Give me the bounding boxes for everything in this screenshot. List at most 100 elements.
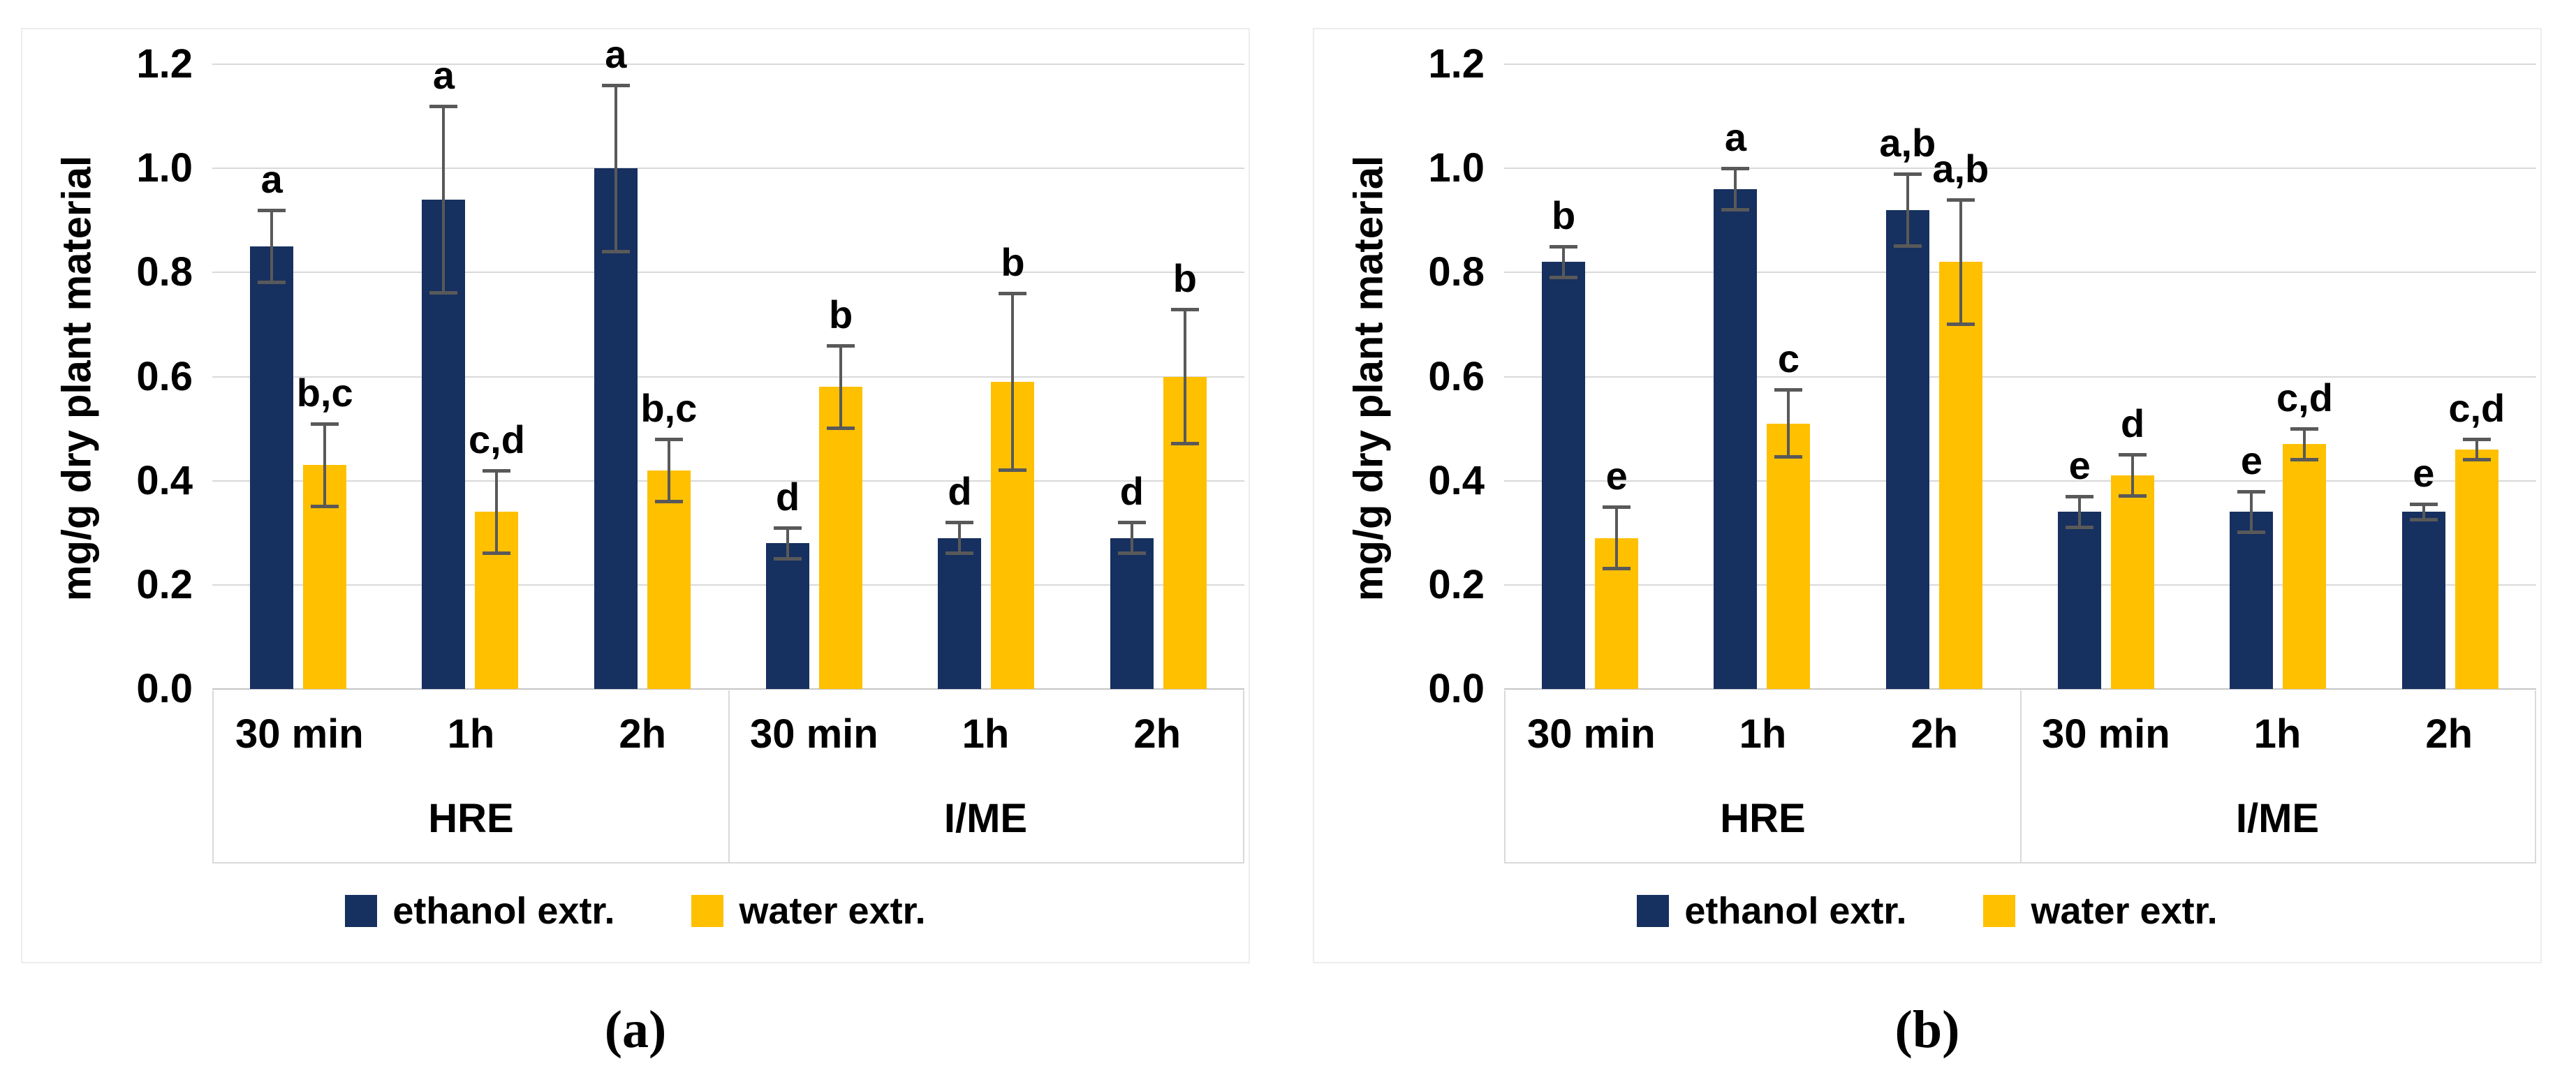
y-axis-tick-label: 0.4 (136, 457, 193, 503)
x-category-label: 30 min (2041, 711, 2170, 757)
x-category-label: 1h (1739, 711, 1787, 757)
bar-water (1938, 262, 1982, 689)
bar-group: e c,d (2364, 64, 2536, 689)
significance-letter: c,d (2448, 386, 2505, 430)
gridline (212, 480, 1244, 482)
significance-letter: c,d (2276, 376, 2333, 420)
bar-group: a c,d (384, 55, 556, 689)
significance-letter: d (776, 474, 800, 519)
error-bar-bottom-cap (1721, 207, 1750, 212)
bar-slot: b (991, 64, 1035, 689)
error-bar-top-cap (1721, 167, 1750, 171)
error-bar-bottom-cap (1946, 322, 1975, 326)
x-category-label: 30 min (749, 711, 878, 757)
error-bar (2250, 491, 2253, 533)
legend-swatch-ethanol-icon (345, 895, 378, 927)
legend: ethanol extr. water extr. (1314, 889, 2540, 933)
error-bar-bottom-cap (999, 468, 1027, 472)
x-category-label: 30 min (1526, 711, 1656, 757)
bar-group: a b,c (557, 34, 728, 689)
legend-label: ethanol extr. (392, 890, 615, 932)
bar-water (819, 387, 863, 689)
x-group-label: I/ME (2235, 795, 2320, 841)
error-bar-bottom-cap (945, 551, 974, 556)
gridline (212, 64, 1244, 65)
legend-label: water extr. (739, 890, 926, 932)
bar-ethanol (938, 538, 982, 689)
error-bar-top-cap (601, 83, 630, 87)
error-bar-bottom-cap (311, 504, 339, 508)
bar-ethanol (250, 246, 294, 689)
error-bar-top-cap (2462, 438, 2491, 441)
gridline (212, 272, 1244, 274)
y-axis-tick-label: 0.2 (1428, 561, 1485, 607)
error-bar-bottom-cap (1893, 244, 1922, 249)
chart-block-a: mg/g dry plant material a b,c a c,d a b,c d b d b d… (21, 28, 1250, 1060)
error-bar (1734, 168, 1737, 210)
error-bar-top-cap (999, 292, 1027, 296)
error-bar-bottom-cap (1170, 442, 1199, 446)
bar-slot: a (250, 64, 294, 689)
bar-ethanol (1542, 262, 1586, 689)
y-axis-tick-label: 1.2 (1428, 41, 1485, 87)
error-bar (2475, 439, 2478, 460)
error-bar-top-cap (827, 343, 855, 348)
bar-ethanol (766, 543, 810, 689)
panel-caption-b: (b) (1894, 1000, 1960, 1059)
bar-ethanol (2230, 512, 2274, 689)
bar-slot: e (2401, 64, 2445, 689)
significance-letter: e (2413, 451, 2435, 496)
bar-slot: a (422, 55, 466, 689)
group-divider-line (728, 690, 730, 862)
error-bar (1615, 506, 1619, 570)
legend-label: ethanol extr. (1684, 890, 1907, 932)
x-category-label: 30 min (235, 711, 364, 757)
x-category-label: 2h (1911, 711, 1959, 757)
bar-slot: b (819, 64, 863, 689)
error-bar (2422, 504, 2425, 520)
significance-letter: e (2240, 438, 2263, 482)
x-category-row: 30 min 1h 2h 30 min 1h 2h (214, 690, 1243, 777)
significance-letter: d (948, 469, 972, 514)
error-bar-top-cap (1603, 505, 1631, 509)
bar-slot: b,c (297, 64, 353, 689)
y-axis-tick-label: 1.0 (1428, 145, 1485, 191)
bar-slot: a (1714, 64, 1758, 689)
error-bar-bottom-cap (429, 291, 458, 295)
bar-slot: b,c (640, 64, 697, 689)
error-bar-bottom-cap (258, 281, 286, 285)
x-category-label: 1h (962, 711, 1010, 757)
error-bar-bottom-cap (483, 551, 511, 556)
bar-ethanol (594, 168, 638, 689)
y-axis-tick-label: 0.4 (1428, 457, 1485, 503)
error-bar-bottom-cap (1603, 567, 1631, 571)
bar-slot: a,b (1879, 64, 1936, 689)
x-axis-line (1504, 688, 2536, 690)
error-bar-top-cap (311, 422, 339, 426)
bar-slot: e (1595, 64, 1639, 689)
x-axis-label-box: 30 min 1h 2h 30 min 1h 2h HRE I/ME (212, 690, 1244, 864)
bar-slot: c,d (2448, 64, 2505, 689)
x-category-label: 1h (2253, 711, 2302, 757)
error-bar-top-cap (2066, 495, 2094, 499)
error-bar-top-cap (258, 208, 286, 212)
error-bar-top-cap (945, 521, 974, 525)
x-group-row: HRE I/ME (1506, 777, 2535, 859)
error-bar (839, 345, 843, 429)
significance-letter: d (1119, 469, 1144, 514)
bar-slot: a,b (1932, 64, 1989, 689)
significance-letter: a (260, 156, 283, 201)
significance-letter: b (1001, 240, 1025, 285)
error-bar (1183, 309, 1186, 445)
error-bar-bottom-cap (827, 427, 855, 431)
significance-letter: e (2068, 443, 2091, 488)
chart-panel-b: mg/g dry plant material b e a c a,b a,b e d e c,d e… (1313, 28, 2542, 963)
bar-slot: c,d (469, 64, 525, 689)
significance-letter: d (2121, 401, 2145, 446)
error-bar-top-cap (1893, 172, 1922, 176)
bar-slot: d (938, 64, 982, 689)
